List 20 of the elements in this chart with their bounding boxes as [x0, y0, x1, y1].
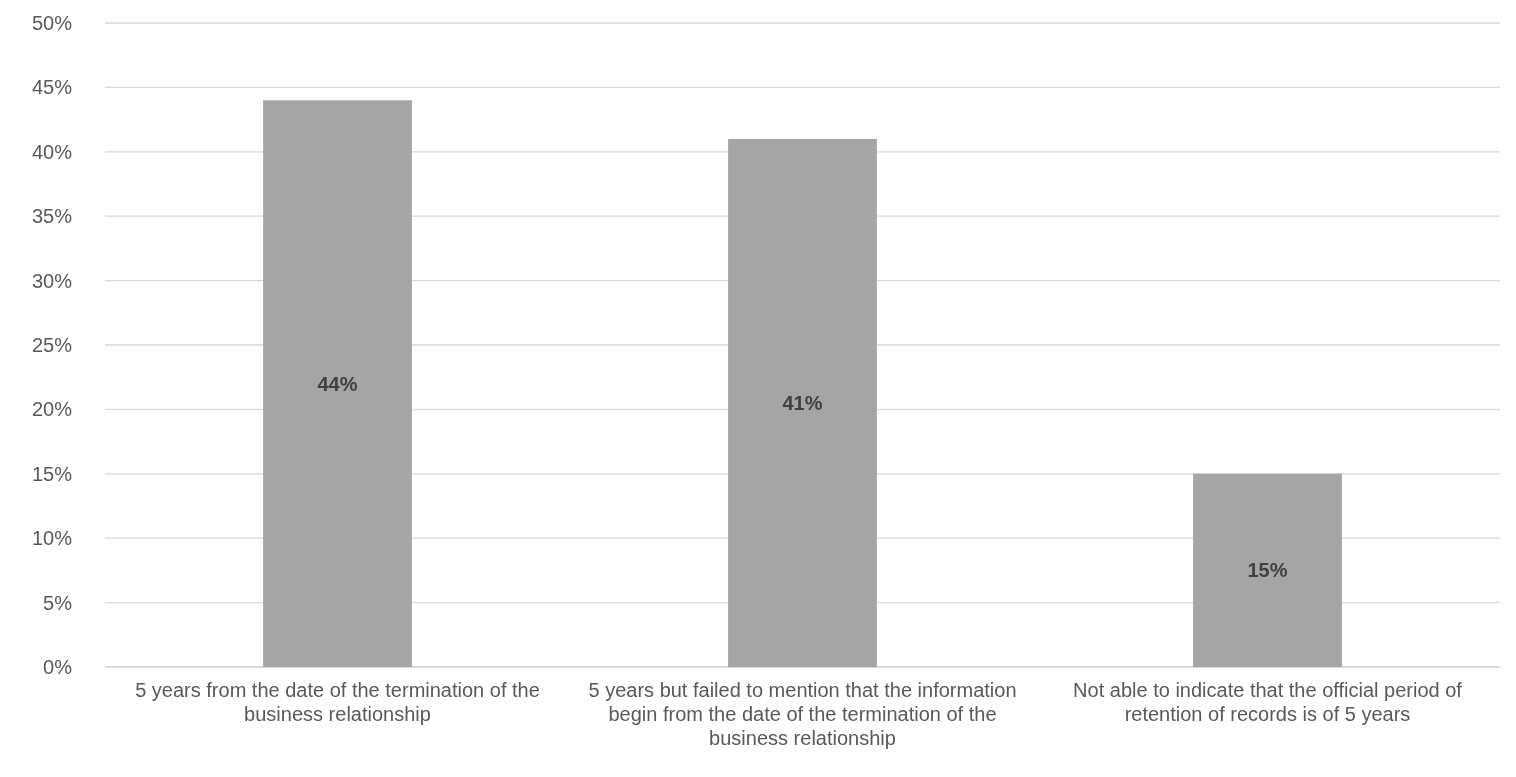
y-tick-label: 30%	[31, 269, 73, 292]
y-tick-label: 15%	[31, 462, 73, 485]
x-tick-label: 5 years but failed to mention that the information begin from the date of the termination of the business relationship	[588, 679, 1017, 749]
x-tick-label: 5 years from the date of the termination of the business relationship	[135, 679, 540, 725]
bar	[728, 138, 877, 667]
y-tick-label: 50%	[31, 12, 73, 34]
y-tick-label: 25%	[31, 334, 73, 356]
bar	[1193, 473, 1342, 667]
data-label: 44%	[317, 372, 358, 395]
data-label: 15%	[1247, 559, 1288, 582]
y-tick-label: 0%	[43, 656, 73, 678]
bar	[263, 100, 412, 667]
x-tick-label: Not able to indicate that the official period of retention of records is of 5 years	[1073, 679, 1463, 725]
y-tick-label: 20%	[31, 398, 73, 421]
y-tick-label: 45%	[31, 76, 73, 99]
y-tick-label: 35%	[31, 205, 73, 228]
y-tick-label: 10%	[31, 527, 73, 550]
y-tick-label: 5%	[43, 591, 73, 614]
y-tick-label: 40%	[31, 140, 73, 163]
data-label: 41%	[782, 391, 823, 414]
